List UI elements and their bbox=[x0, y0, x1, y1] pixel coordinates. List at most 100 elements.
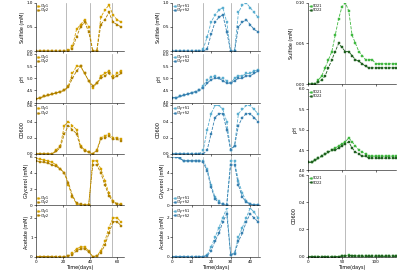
SO21 bbox=[360, 54, 365, 57]
SO22 bbox=[336, 42, 341, 45]
Y-axis label: pH: pH bbox=[156, 75, 161, 82]
Gly+S1 bbox=[209, 183, 214, 187]
Gly+S2 bbox=[220, 13, 225, 16]
SO22 bbox=[380, 66, 385, 69]
Gly1 bbox=[106, 192, 111, 195]
Gly1 bbox=[54, 255, 59, 258]
SO22 bbox=[394, 66, 398, 69]
Gly1 bbox=[46, 159, 50, 162]
Gly1 bbox=[119, 20, 124, 24]
Gly1 bbox=[119, 220, 124, 223]
Gly2 bbox=[38, 49, 42, 53]
Gly+S1 bbox=[228, 82, 233, 85]
SO22 bbox=[380, 255, 385, 258]
Gly2 bbox=[102, 74, 107, 78]
Gly2 bbox=[38, 160, 42, 163]
Gly1 bbox=[74, 247, 79, 251]
Gly+S1 bbox=[256, 112, 260, 115]
SO22 bbox=[370, 255, 375, 258]
Gly1 bbox=[54, 163, 59, 167]
Gly+S2 bbox=[185, 49, 190, 53]
Y-axis label: Sulfide (mM): Sulfide (mM) bbox=[156, 11, 161, 43]
SO21 bbox=[380, 255, 385, 258]
Gly+S2 bbox=[248, 212, 252, 216]
Gly2 bbox=[42, 255, 46, 258]
Gly1 bbox=[66, 84, 71, 87]
Gly+S2 bbox=[224, 212, 229, 216]
Gly+S2 bbox=[248, 203, 252, 206]
Gly+S1 bbox=[236, 74, 241, 78]
SO22 bbox=[319, 255, 324, 258]
Gly+S2 bbox=[228, 82, 233, 85]
Gly+S1 bbox=[182, 159, 186, 162]
Gly1 bbox=[86, 25, 91, 29]
Gly+S1 bbox=[232, 159, 237, 162]
Gly+S1 bbox=[193, 159, 198, 162]
SO21 bbox=[384, 155, 388, 158]
SO22 bbox=[323, 255, 328, 258]
Gly+S1 bbox=[182, 94, 186, 97]
Gly+S1 bbox=[170, 96, 174, 99]
SO22 bbox=[350, 146, 354, 150]
Gly2 bbox=[102, 136, 107, 140]
Gly+S2 bbox=[170, 96, 174, 99]
Gly+S1 bbox=[189, 152, 194, 156]
SO22 bbox=[330, 58, 334, 61]
Gly1 bbox=[110, 216, 115, 219]
SO22 bbox=[360, 255, 365, 258]
SO22 bbox=[366, 66, 371, 69]
Gly1 bbox=[34, 152, 38, 156]
Legend: SO21, SO22: SO21, SO22 bbox=[309, 4, 322, 13]
Gly2 bbox=[62, 49, 67, 53]
Gly1 bbox=[110, 136, 115, 140]
Gly+S2 bbox=[205, 148, 210, 152]
Gly+S1 bbox=[248, 6, 252, 9]
Gly+S1 bbox=[220, 203, 225, 206]
Gly1 bbox=[70, 72, 75, 75]
Gly+S1 bbox=[220, 108, 225, 111]
Gly+S2 bbox=[213, 20, 218, 24]
Gly2 bbox=[86, 203, 91, 206]
SO21 bbox=[350, 254, 354, 257]
Gly+S2 bbox=[224, 30, 229, 33]
SO22 bbox=[330, 149, 334, 152]
Gly+S2 bbox=[209, 249, 214, 253]
Gly+S2 bbox=[197, 152, 202, 156]
SO21 bbox=[346, 9, 351, 13]
Gly+S1 bbox=[174, 152, 178, 156]
Gly2 bbox=[90, 255, 95, 258]
Line: SO21: SO21 bbox=[307, 1, 397, 85]
Gly1 bbox=[46, 49, 50, 53]
Gly+S2 bbox=[178, 95, 182, 98]
Gly2 bbox=[42, 152, 46, 156]
SO22 bbox=[353, 254, 358, 258]
Gly2 bbox=[106, 11, 111, 14]
Gly+S2 bbox=[240, 20, 245, 24]
SO22 bbox=[390, 255, 395, 258]
Gly1 bbox=[38, 158, 42, 161]
Gly2 bbox=[90, 152, 95, 156]
SO22 bbox=[363, 155, 368, 158]
Gly2 bbox=[82, 247, 87, 251]
Gly2 bbox=[102, 183, 107, 187]
Gly2 bbox=[119, 224, 124, 227]
Gly+S1 bbox=[209, 245, 214, 249]
Gly1 bbox=[78, 203, 83, 206]
SO21 bbox=[373, 155, 378, 158]
SO22 bbox=[356, 255, 361, 258]
Gly1 bbox=[90, 49, 95, 53]
Gly+S1 bbox=[228, 159, 233, 162]
SO21 bbox=[350, 140, 354, 144]
Y-axis label: pH: pH bbox=[20, 75, 25, 82]
Gly+S1 bbox=[236, 11, 241, 14]
SO22 bbox=[377, 66, 382, 69]
Gly+S2 bbox=[256, 203, 260, 206]
Gly+S1 bbox=[201, 255, 206, 258]
Gly+S2 bbox=[205, 254, 210, 257]
Gly+S1 bbox=[205, 78, 210, 81]
Line: SO22: SO22 bbox=[307, 42, 397, 85]
SO22 bbox=[373, 66, 378, 69]
SO22 bbox=[316, 255, 321, 258]
SO21 bbox=[390, 155, 395, 158]
Gly1 bbox=[90, 255, 95, 258]
